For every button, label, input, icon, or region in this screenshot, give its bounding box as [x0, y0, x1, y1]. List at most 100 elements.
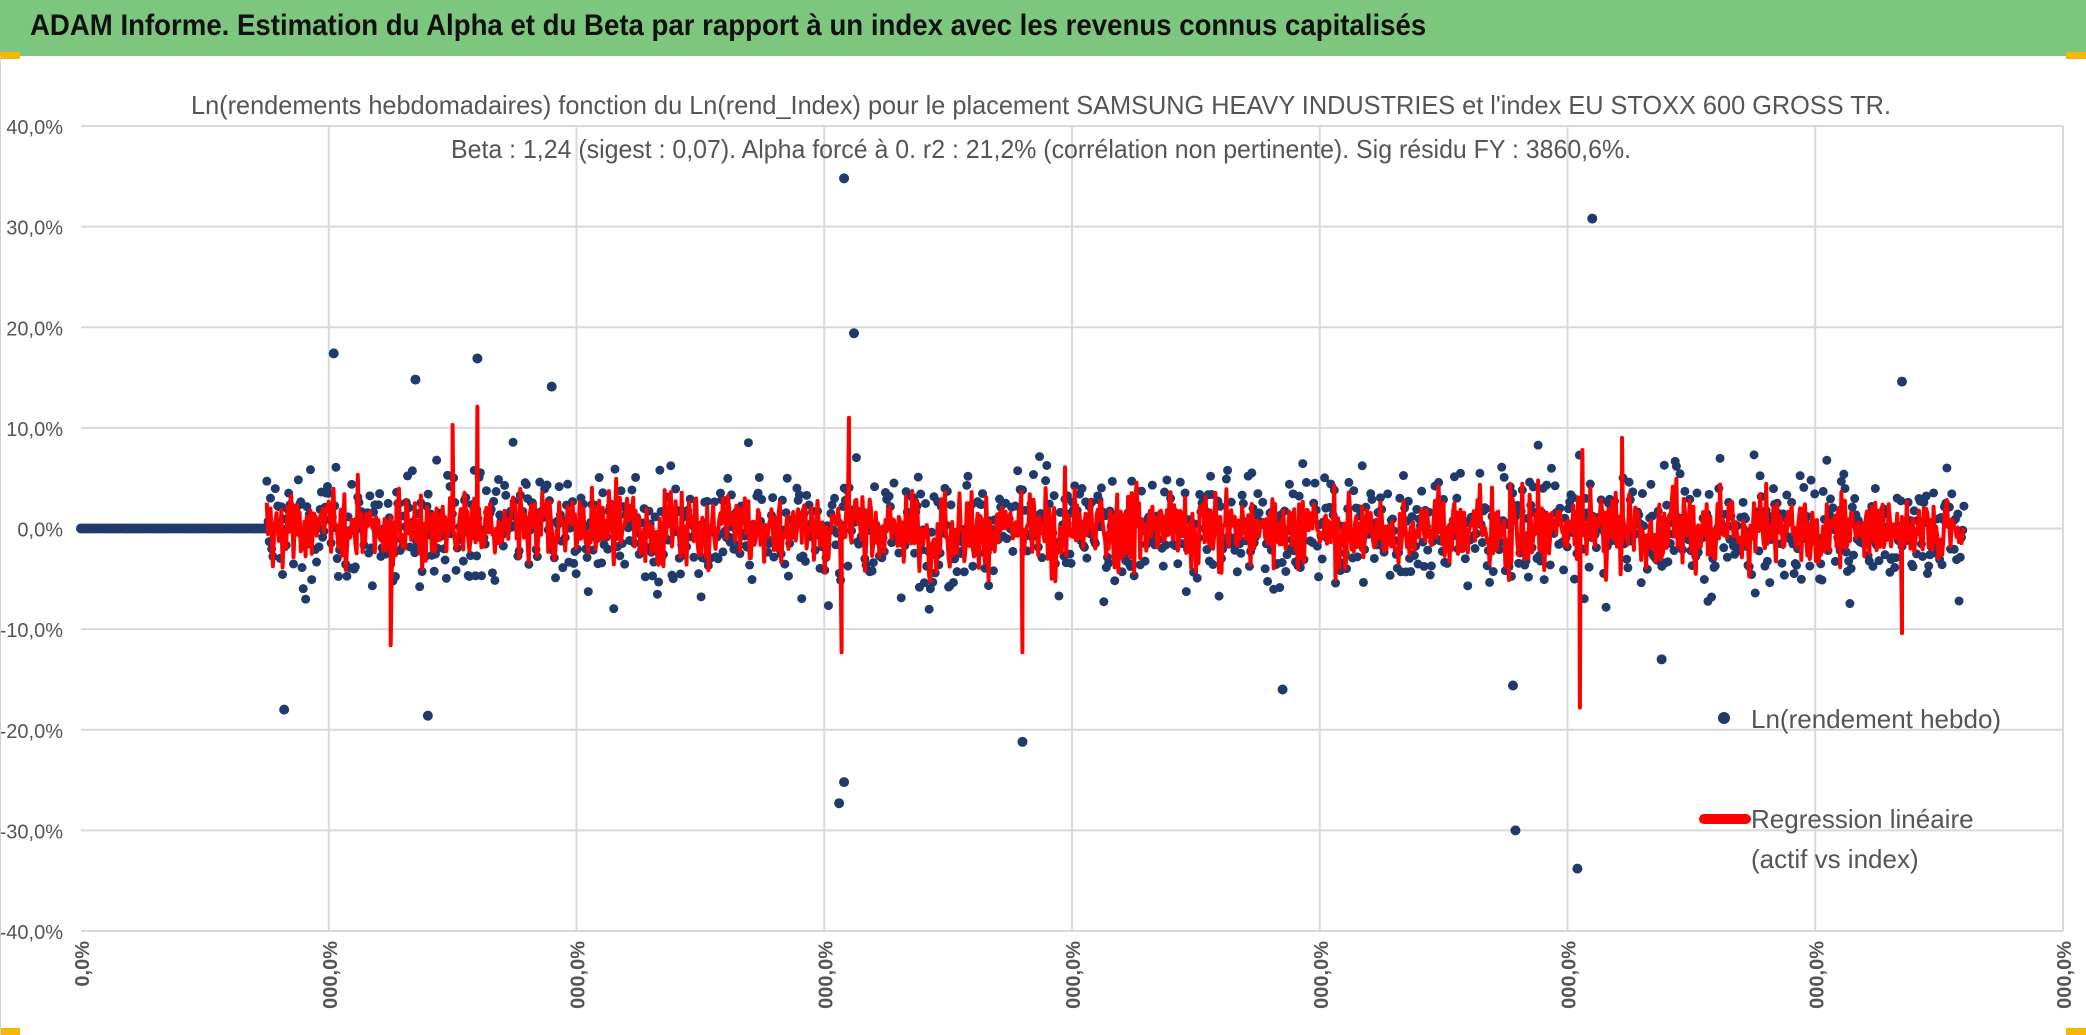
scatter-point — [1485, 577, 1495, 587]
scatter-point — [1528, 482, 1538, 492]
y-tick-label: 10,0% — [6, 419, 63, 441]
scatter-point — [1692, 488, 1702, 498]
scatter-point — [521, 479, 531, 489]
scatter-point — [948, 577, 958, 587]
scatter-point — [569, 558, 579, 568]
scatter-point — [1839, 469, 1849, 479]
scatter-point — [1385, 570, 1395, 580]
x-tick-label: 000,0% — [2054, 941, 2076, 1009]
scatter-outlier — [422, 710, 433, 721]
corner-accent-bottom-left — [0, 1028, 20, 1035]
scatter-point — [783, 571, 793, 581]
scatter-point — [1181, 587, 1191, 597]
scatter-point — [1782, 490, 1792, 500]
scatter-point — [1008, 546, 1018, 556]
scatter-point — [1929, 488, 1939, 498]
scatter-point — [1455, 468, 1465, 478]
scatter-point — [1663, 557, 1673, 567]
scatter-point — [324, 488, 334, 498]
scatter-point — [1180, 488, 1190, 498]
scatter-point — [1247, 468, 1257, 478]
scatter-point — [367, 581, 377, 591]
scatter-point — [563, 479, 573, 489]
scatter-point — [854, 539, 864, 549]
scatter-point — [451, 565, 461, 575]
scatter-point — [694, 569, 704, 579]
scatter-point — [278, 569, 288, 579]
scatter-point — [1367, 494, 1377, 504]
y-tick-label: 20,0% — [6, 318, 63, 340]
scatter-point — [383, 498, 393, 508]
scatter-point — [554, 482, 564, 492]
scatter-point — [1719, 543, 1729, 553]
scatter-point — [666, 461, 676, 471]
scatter-point — [963, 471, 973, 481]
scatter-point — [1147, 480, 1157, 490]
scatter-point — [1542, 480, 1552, 490]
scatter-point — [1162, 475, 1172, 485]
legend-marker-scatter — [1718, 712, 1730, 724]
scatter-point — [314, 542, 324, 552]
scatter-point — [1258, 497, 1268, 507]
scatter-point — [1215, 501, 1225, 511]
scatter-point — [1953, 509, 1963, 519]
scatter-point — [792, 483, 802, 493]
scatter-point — [365, 491, 375, 501]
scatter-point — [307, 575, 317, 585]
scatter-outlier — [279, 704, 290, 715]
scatter-point — [1923, 569, 1933, 579]
scatter-point — [1806, 475, 1816, 485]
scatter-point — [301, 594, 311, 604]
scatter-point — [293, 475, 303, 485]
scatter-point — [494, 474, 504, 484]
scatter-point — [1777, 558, 1787, 568]
scatter-point — [582, 552, 592, 562]
scatter-point — [1846, 564, 1856, 574]
scatter-point — [984, 581, 994, 591]
scatter-point — [1789, 569, 1799, 579]
x-axis-ticks: 0,0% 000,0% 000,0% 000,0% 000,0% 000,0% 000,0%… — [72, 941, 2076, 1009]
scatter-point — [968, 561, 978, 571]
scatter-point — [896, 593, 906, 603]
scatter-point — [1850, 494, 1860, 504]
scatter-point — [743, 438, 753, 448]
scatter-point — [1035, 452, 1045, 462]
scatter-point — [1755, 471, 1765, 481]
scatter-point — [1140, 556, 1150, 566]
scatter-point — [1425, 570, 1435, 580]
scatter-point — [616, 486, 626, 496]
scatter-point — [1497, 462, 1507, 472]
scatter-point — [1275, 583, 1285, 593]
scatter-point — [1818, 486, 1828, 496]
scatter-point — [1849, 550, 1859, 560]
scatter-point — [1954, 596, 1964, 606]
scatter-point — [1077, 484, 1087, 494]
scatter-outlier — [848, 328, 859, 339]
scatter-point — [332, 554, 342, 564]
scatter-point — [1426, 561, 1436, 571]
scatter-point — [1947, 489, 1957, 499]
scatter-point — [952, 567, 962, 577]
scatter-point — [1477, 538, 1487, 548]
scatter-point — [558, 563, 568, 573]
scatter-point — [542, 480, 552, 490]
scatter-point — [1221, 474, 1231, 484]
scatter-point — [754, 472, 764, 482]
scatter-point — [889, 478, 899, 488]
scatter-point — [1317, 554, 1327, 564]
x-tick-label: 000,0% — [1559, 941, 1581, 1009]
scatter-point — [1680, 486, 1690, 496]
scatter-point — [1585, 479, 1595, 489]
scatter-point — [1407, 512, 1417, 522]
scatter-chart: 40,0% 30,0% 20,0% 10,0% 0,0% -10,0% -20,0% -30,… — [1, 90, 2076, 1009]
scatter-point — [1659, 460, 1669, 470]
scatter-point — [297, 563, 307, 573]
scatter-point — [1669, 546, 1679, 556]
scatter-point — [946, 500, 956, 510]
scatter-point — [583, 587, 593, 597]
scatter-point — [265, 493, 275, 503]
y-tick-label: -40,0% — [1, 922, 63, 944]
scatter-point — [551, 573, 561, 583]
scatter-point — [1049, 491, 1059, 501]
scatter-point — [1523, 572, 1533, 582]
